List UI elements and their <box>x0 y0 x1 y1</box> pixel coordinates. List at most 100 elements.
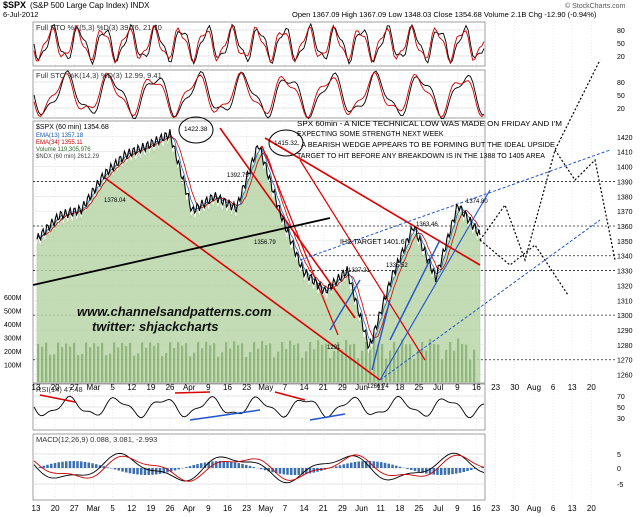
macd-hist-9 <box>68 461 72 468</box>
macd-hist-73 <box>308 468 312 474</box>
date-tick-mid-5: 12 <box>127 383 136 392</box>
volume-bar-39 <box>193 352 196 382</box>
date-tick-bottom-11: 23 <box>242 504 251 513</box>
red-trendline-3 <box>261 145 339 336</box>
macd-hist-116 <box>470 468 473 470</box>
price-tick-4: 1380 <box>617 194 633 201</box>
date-tick-mid-21: Jul <box>433 383 443 392</box>
sto1-d-line <box>33 24 485 64</box>
macd-hist-6 <box>57 462 60 468</box>
macd-hist-10 <box>72 461 75 468</box>
price-tick-6: 1360 <box>617 224 633 231</box>
sto2-tick-0: 80 <box>617 80 625 87</box>
macd-hist-110 <box>447 468 450 475</box>
macd-hist-33 <box>158 468 162 474</box>
volume-bar-48 <box>229 348 232 382</box>
price-label-1335: 1335.52 <box>386 263 408 269</box>
macd-hist-53 <box>233 462 237 468</box>
macd-hist-99 <box>406 468 409 469</box>
volume-bar-71 <box>321 344 324 382</box>
volume-bar-94 <box>413 359 416 382</box>
watermark-url: www.channelsandpatterns.com <box>77 304 272 319</box>
macd-hist-62 <box>267 468 270 472</box>
annotation-line-3: - A BEARISH WEDGE APPEARS TO BE FORMING … <box>297 142 555 149</box>
indicator-lines <box>36 133 481 344</box>
volume-bar-5 <box>57 342 60 382</box>
macd-hist-97 <box>398 466 402 468</box>
volume-bar-30 <box>157 342 160 382</box>
volume-bar-23 <box>129 342 132 382</box>
macd-hist-92 <box>380 462 383 468</box>
volume-bar-45 <box>217 356 220 382</box>
annotation-block: SPX 60min - A NICE TECHNICAL LOW WAS MAD… <box>297 121 562 160</box>
volume-bar-42 <box>205 341 208 382</box>
rsi-tick-0: 70 <box>617 394 625 401</box>
macd-hist-12 <box>80 461 83 468</box>
volume-bar-10 <box>77 354 80 382</box>
date-tick-bottom-5: 12 <box>127 504 136 513</box>
price-labels: 1422.38 1415.32 1392.75 1378.04 1356.79 … <box>104 126 488 390</box>
volume-bar-16 <box>101 342 104 382</box>
volume-area <box>36 135 481 383</box>
sto1-k-line <box>33 22 485 66</box>
sto2-d-line <box>33 71 485 119</box>
macd-hist-103 <box>421 468 424 473</box>
red-trendline-4 <box>264 137 481 266</box>
sto2-tick-1: 50 <box>617 93 625 100</box>
price-label-1374: 1374.80 <box>466 199 488 205</box>
macd-hist-105 <box>428 468 432 475</box>
macd-hist-55 <box>241 463 244 468</box>
volume-bar-88 <box>389 350 392 382</box>
macd-hist-72 <box>305 468 308 475</box>
macd-hist-8 <box>65 461 68 468</box>
date-tick-mid-1: 20 <box>51 383 60 392</box>
volume-bar-92 <box>405 344 408 382</box>
macd-hist-96 <box>395 465 398 468</box>
volume-bar-57 <box>265 345 268 382</box>
macd-hist-29 <box>143 468 147 475</box>
macd-hist-22 <box>117 468 120 471</box>
date-tick-bottom-15: 21 <box>319 504 328 513</box>
macd-hist-16 <box>95 464 98 468</box>
volume-bar-21 <box>121 342 124 382</box>
macd-hist-70 <box>297 468 300 475</box>
volume-bar-11 <box>81 353 84 382</box>
volume-bar-38 <box>189 356 192 382</box>
volume-bar-76 <box>341 349 344 382</box>
date-tick-bottom-13: 7 <box>283 504 288 513</box>
date-tick-mid-18: 11 <box>377 383 386 392</box>
price-tick-1: 1410 <box>617 150 633 157</box>
blue-flag-3 <box>371 299 391 371</box>
macd-line <box>33 452 485 484</box>
price-tick-14: 1280 <box>617 343 633 350</box>
macd-hist-26 <box>132 468 135 474</box>
macd-hist-37 <box>173 468 177 471</box>
volume-bar-1 <box>41 346 44 382</box>
red-trendline-5 <box>299 159 426 361</box>
date-tick-bottom-1: 20 <box>51 504 60 513</box>
ihs-target-label: IHS TARGET 1401.6 <box>340 239 405 246</box>
volume-bar-70 <box>317 340 320 382</box>
macd-hist-7 <box>61 461 64 468</box>
date-tick-mid-7: 26 <box>166 383 175 392</box>
macd-hist-66 <box>282 468 285 475</box>
macd-hist-93 <box>383 462 387 468</box>
macd-tick-0: 5 <box>617 452 621 459</box>
macd-hist-113 <box>458 468 462 473</box>
volume-bar-24 <box>133 355 136 382</box>
volume-bar-104 <box>453 350 456 382</box>
date-tick-mid-22: 9 <box>455 383 460 392</box>
macd-hist-114 <box>462 468 465 473</box>
macd-hist-43 <box>196 464 199 468</box>
macd-hist-63 <box>271 468 274 473</box>
volume-bar-56 <box>261 341 264 382</box>
date-tick-mid-3: Mar <box>87 383 101 392</box>
volume-bar-80 <box>357 358 360 382</box>
macd-signal <box>33 454 485 482</box>
macd-hist-89 <box>368 461 372 468</box>
sto1-label: Full STO %K(5,3) %D(3) 39.76, 21.70 <box>36 23 162 32</box>
date-tick-bottom-12: May <box>258 504 273 513</box>
volume-bar-3 <box>49 354 52 382</box>
volume-tick-4: 200M <box>4 349 22 356</box>
